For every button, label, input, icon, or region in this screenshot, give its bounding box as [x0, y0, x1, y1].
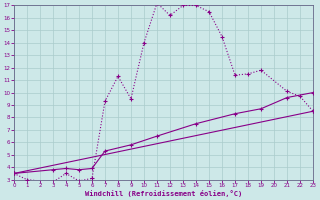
X-axis label: Windchill (Refroidissement éolien,°C): Windchill (Refroidissement éolien,°C): [85, 190, 242, 197]
